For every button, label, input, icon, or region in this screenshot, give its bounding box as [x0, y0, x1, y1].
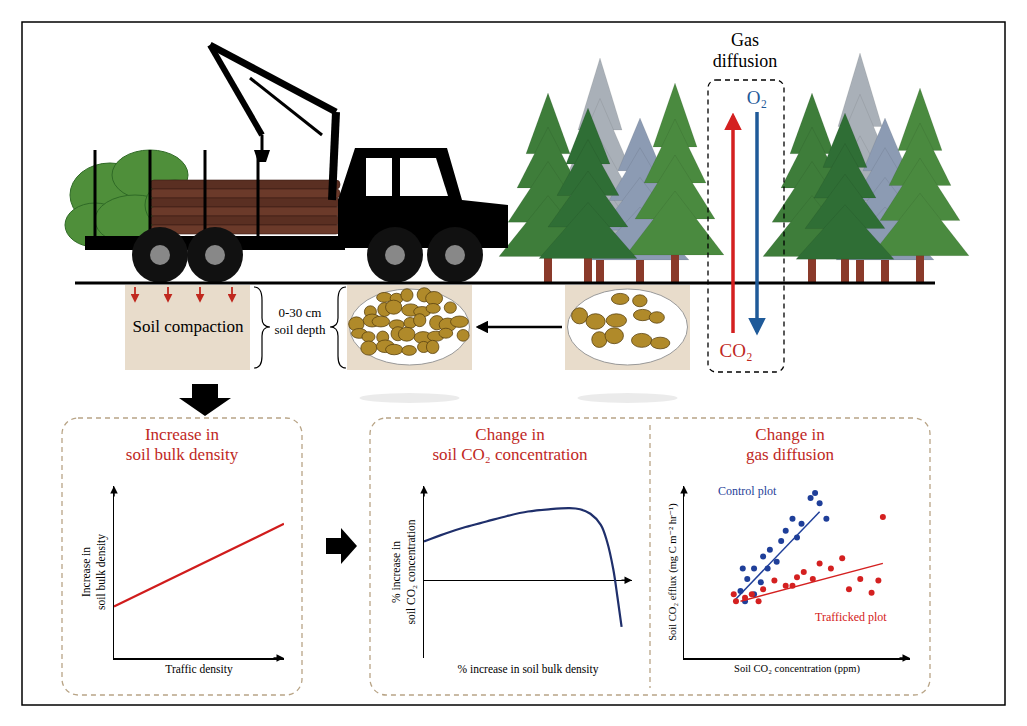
- svg-text:O₂: O₂: [747, 87, 767, 108]
- svg-text:Trafficked plot: Trafficked plot: [815, 610, 887, 624]
- svg-text:Increase insoil bulk density: Increase insoil bulk density: [126, 425, 239, 464]
- svg-text:Control plot: Control plot: [718, 484, 777, 498]
- svg-text:Change insoil CO₂ concentratio: Change insoil CO₂ concentration: [432, 425, 588, 464]
- svg-text:Increase insoil bulk density: Increase insoil bulk density: [80, 534, 108, 610]
- svg-text:CO₂: CO₂: [719, 340, 752, 361]
- svg-text:Traffic density: Traffic density: [165, 663, 233, 676]
- svg-text:% increase in soil bulk densit: % increase in soil bulk density: [458, 663, 599, 676]
- svg-text:% increase insoil CO₂ concentr: % increase insoil CO₂ concentration: [390, 519, 417, 624]
- svg-text:0-30 cmsoil depth: 0-30 cmsoil depth: [275, 305, 326, 337]
- svg-text:Soil compaction: Soil compaction: [133, 317, 244, 336]
- svg-text:Gasdiffusion: Gasdiffusion: [713, 30, 778, 71]
- svg-text:Soil CO₂ concentration (ppm): Soil CO₂ concentration (ppm): [734, 663, 860, 675]
- svg-text:Change ingas diffusion: Change ingas diffusion: [746, 425, 834, 464]
- svg-text:Soil CO₂ efflux (mg C m⁻² hr⁻¹: Soil CO₂ efflux (mg C m⁻² hr⁻¹): [667, 503, 679, 641]
